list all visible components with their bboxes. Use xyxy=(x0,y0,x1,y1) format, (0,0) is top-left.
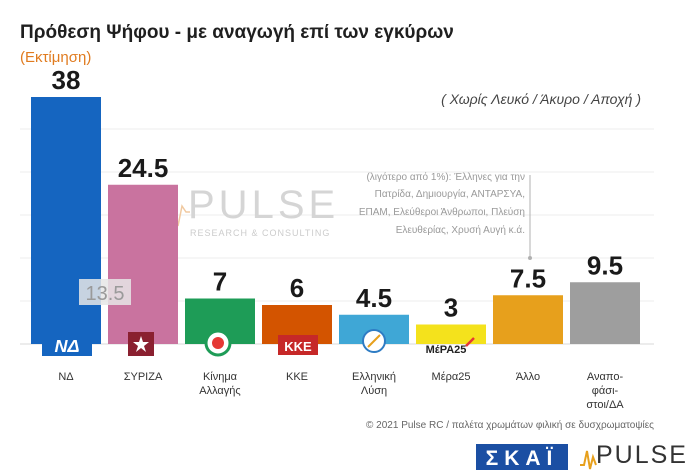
mera25-arrow-icon xyxy=(465,337,475,347)
x-axis-labels: ΝΔ ΣΥΡΙΖΑ Κίνημα Αλλαγής ΚΚΕ Ελληνική Λύση Μέρα… xyxy=(58,371,624,411)
kke-logo-bg xyxy=(278,335,318,355)
kinal-logo xyxy=(204,329,232,357)
category-label: Ελληνική xyxy=(352,371,396,383)
annotation-line-1: (λιγότερο από 1%): Έλληνες για την xyxy=(366,171,525,183)
previous-value-label: 13.5 xyxy=(86,283,125,305)
previous-value-box xyxy=(79,279,131,305)
value-label: 4.5 xyxy=(356,283,392,313)
chart-title: Πρόθεση Ψήφου - με αναγωγή επί των εγκύρ… xyxy=(20,22,454,43)
category-label: στοι/ΔΑ xyxy=(586,399,624,411)
category-label: φάσι- xyxy=(592,385,619,397)
pulse-logo-icon xyxy=(580,450,597,470)
watermark-text: PULSE xyxy=(188,183,339,227)
chart-subtitle: (Εκτίμηση) xyxy=(20,49,92,66)
syriza-star-icon xyxy=(133,336,149,352)
bar xyxy=(31,97,101,344)
value-label: 3 xyxy=(444,293,458,323)
annotation-leader-dot xyxy=(528,256,532,260)
syriza-logo xyxy=(128,332,154,356)
nd-logo-bg xyxy=(42,334,92,356)
pulse-watermark: PULSE RESEARCH & CONSULTING xyxy=(162,183,339,238)
bars-group xyxy=(31,97,640,344)
watermark-subtext: RESEARCH & CONSULTING xyxy=(190,228,330,238)
bar xyxy=(570,282,640,344)
category-label: Άλλο xyxy=(516,371,540,383)
value-label: 24.5 xyxy=(118,153,169,183)
kke-logo-text: ΚΚΕ xyxy=(284,339,312,354)
bar xyxy=(108,184,178,344)
kke-logo: ΚΚΕ xyxy=(278,335,318,355)
bar xyxy=(493,295,563,344)
category-label: ΝΔ xyxy=(58,371,74,383)
category-label: Μέρα25 xyxy=(432,371,471,383)
nd-logo-text: ΝΔ xyxy=(54,336,79,356)
value-label: 9.5 xyxy=(587,250,623,280)
category-label: ΚΚΕ xyxy=(286,371,308,383)
category-label: Αλλαγής xyxy=(199,385,240,397)
annotation-line-2: Πατρίδα, Δημιουργία, ΑΝΤΑΡΣΥΑ, xyxy=(375,188,525,200)
footer-copyright: © 2021 Pulse RC / παλέτα χρωμάτων φιλική… xyxy=(366,420,654,431)
category-label: Αναπο- xyxy=(587,371,624,383)
small-parties-annotation: (λιγότερο από 1%): Έλληνες για την Πατρί… xyxy=(359,171,532,260)
annotation-line-4: Ελευθερίας, Χρυσή Αυγή κ.ά. xyxy=(396,224,525,236)
annotation-line-3: ΕΠΑΜ, Ελεύθεροι Άνθρωποι, Πλεύση xyxy=(359,206,525,218)
mera25-logo: ΜέΡΑ25 xyxy=(426,337,475,356)
value-label: 7.5 xyxy=(510,263,546,293)
value-labels-group: 38 24.5 7 6 4.5 3 7.5 9.5 xyxy=(52,65,624,323)
value-label: 38 xyxy=(52,65,81,95)
value-label: 6 xyxy=(290,273,304,303)
category-label: ΣΥΡΙΖΑ xyxy=(124,371,163,383)
nd-logo: ΝΔ xyxy=(42,334,92,356)
elliniki-lysi-logo xyxy=(362,329,386,353)
category-label: Λύση xyxy=(361,385,387,397)
pulse-logo-text: PULSE xyxy=(596,441,688,469)
pulse-logo: PULSE xyxy=(578,441,694,470)
elliniki-lysi-arrow-icon xyxy=(367,334,381,348)
mera25-logo-text: ΜέΡΑ25 xyxy=(426,344,467,356)
exclusion-note: ( Χωρίς Λευκό / Άκυρο / Αποχή ) xyxy=(441,91,641,107)
kinal-center-icon xyxy=(212,337,224,349)
skai-logo: ΣΚΑΪ xyxy=(476,444,568,470)
category-label: Κίνημα xyxy=(203,371,238,383)
bar xyxy=(416,324,486,344)
value-label: 7 xyxy=(213,267,227,297)
